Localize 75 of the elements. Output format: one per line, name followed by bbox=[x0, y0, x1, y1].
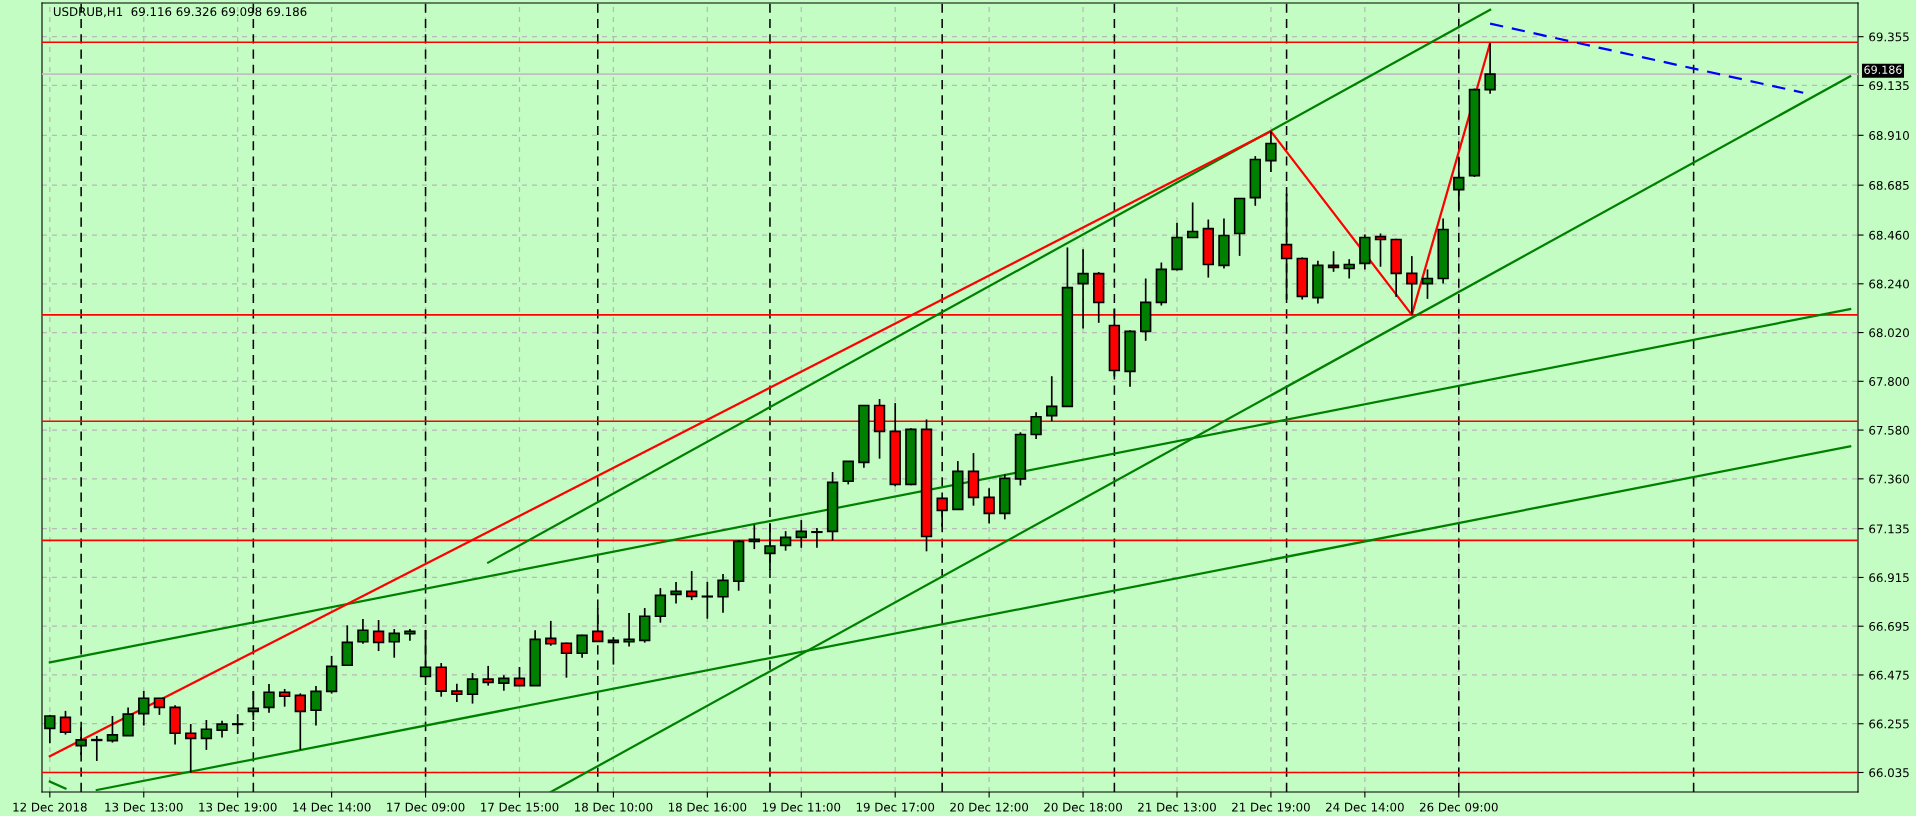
x-tick-label: 18 Dec 10:00 bbox=[575, 802, 653, 812]
y-tick-label: 69.355 bbox=[1869, 32, 1909, 42]
x-tick-label: 19 Dec 11:00 bbox=[762, 802, 841, 812]
candlestick bbox=[717, 573, 729, 614]
candlestick bbox=[466, 672, 479, 705]
candlestick bbox=[232, 713, 244, 735]
y-tick-label: 68.460 bbox=[1869, 230, 1909, 240]
candlestick bbox=[357, 618, 369, 645]
candlestick bbox=[779, 530, 792, 552]
candlestick bbox=[795, 519, 807, 549]
candlestick bbox=[106, 715, 119, 744]
y-tick-label: 67.135 bbox=[1869, 524, 1909, 534]
x-tick-label: 14 Dec 14:00 bbox=[293, 802, 371, 812]
x-tick-label: 13 Dec 13:00 bbox=[105, 802, 183, 812]
x-tick-label: 21 Dec 19:00 bbox=[1232, 802, 1310, 812]
candlestick bbox=[482, 665, 494, 687]
x-tick-label: 24 Dec 14:00 bbox=[1326, 802, 1404, 812]
candlestick bbox=[1484, 42, 1496, 95]
candlestick bbox=[842, 460, 854, 486]
y-tick-label: 67.580 bbox=[1869, 425, 1909, 435]
ref-line-label: 69.186 bbox=[1864, 65, 1902, 74]
candlestick bbox=[1186, 201, 1199, 239]
y-tick-label: 67.360 bbox=[1869, 474, 1909, 484]
y-tick-label: 66.915 bbox=[1869, 573, 1909, 583]
x-tick-label: 26 Dec 09:00 bbox=[1419, 802, 1498, 812]
x-tick-label: 17 Dec 15:00 bbox=[481, 802, 559, 812]
y-tick-label: 66.475 bbox=[1869, 670, 1909, 680]
candlestick bbox=[670, 581, 682, 605]
x-tick-label: 12 Dec 2018 bbox=[13, 802, 87, 812]
y-tick-label: 66.695 bbox=[1869, 621, 1909, 631]
candlestick bbox=[545, 620, 557, 647]
candlestick bbox=[122, 706, 134, 737]
candlestick bbox=[372, 619, 385, 652]
candlestick bbox=[388, 628, 400, 659]
x-tick-label: 17 Dec 09:00 bbox=[387, 802, 465, 812]
candlestick bbox=[185, 723, 197, 774]
y-tick-label: 67.800 bbox=[1869, 377, 1909, 386]
x-tick-label: 21 Dec 13:00 bbox=[1138, 802, 1216, 812]
candlestick bbox=[576, 633, 588, 659]
candlestick bbox=[263, 683, 275, 714]
x-tick-label: 13 Dec 19:00 bbox=[199, 802, 277, 812]
y-tick-label: 68.910 bbox=[1869, 131, 1909, 140]
candlestick bbox=[1030, 411, 1042, 440]
candlestick bbox=[1374, 232, 1387, 268]
candlestick bbox=[294, 692, 306, 751]
y-tick-label: 68.240 bbox=[1869, 279, 1909, 289]
x-tick-label: 18 Dec 16:00 bbox=[668, 802, 747, 812]
candlestick bbox=[654, 587, 667, 624]
y-tick-label: 69.135 bbox=[1869, 81, 1909, 91]
candlestick bbox=[811, 527, 823, 549]
candlestick bbox=[247, 690, 260, 721]
candlestick bbox=[59, 710, 72, 736]
candlestick bbox=[200, 719, 213, 751]
candlestick bbox=[310, 685, 322, 727]
candlestick bbox=[623, 612, 635, 648]
y-tick-label: 66.255 bbox=[1869, 719, 1909, 729]
candlestick bbox=[1265, 130, 1277, 173]
candlestick bbox=[983, 487, 995, 525]
candlestick bbox=[1046, 375, 1058, 423]
candlestick bbox=[701, 581, 714, 620]
y-tick-label: 68.020 bbox=[1869, 328, 1909, 338]
candlestick bbox=[435, 662, 447, 698]
candlestick bbox=[91, 735, 103, 762]
candlestick bbox=[686, 570, 698, 601]
candlestick bbox=[560, 641, 573, 679]
candlestick bbox=[451, 683, 463, 703]
chart-title: USDRUB,H1 69.116 69.326 69.098 69.186 bbox=[53, 7, 307, 18]
y-tick-label: 66.035 bbox=[1869, 768, 1909, 778]
x-tick-label: 20 Dec 12:00 bbox=[950, 802, 1029, 812]
x-tick-label: 20 Dec 18:00 bbox=[1044, 802, 1122, 812]
y-tick-label: 68.685 bbox=[1869, 180, 1909, 190]
candlestick bbox=[1077, 248, 1089, 330]
candlestick bbox=[341, 624, 353, 667]
candlestick bbox=[138, 690, 150, 727]
x-tick-label: 19 Dec 17:00 bbox=[856, 802, 935, 812]
